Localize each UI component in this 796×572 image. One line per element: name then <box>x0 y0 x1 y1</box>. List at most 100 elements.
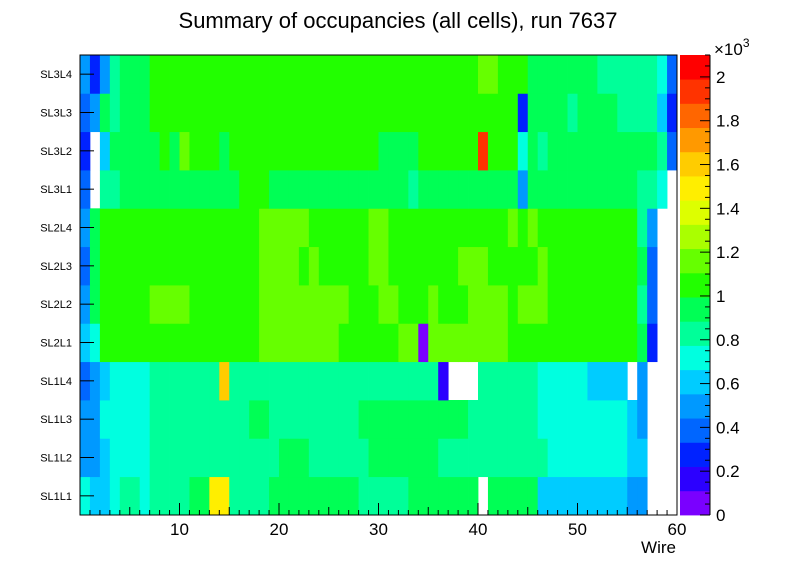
heatmap-cell <box>99 438 111 478</box>
heatmap-cell <box>428 131 439 171</box>
heatmap-cell <box>517 55 529 94</box>
palette-swatch <box>680 442 710 467</box>
heatmap-cell <box>577 246 588 286</box>
heatmap-cell <box>597 55 608 94</box>
heatmap-cell <box>129 476 141 516</box>
heatmap-cell <box>129 438 141 478</box>
heatmap-cell <box>189 55 200 94</box>
heatmap-cell <box>318 55 330 94</box>
heatmap-cell <box>368 170 379 209</box>
heatmap-cell <box>398 246 409 286</box>
palette-swatch <box>680 224 710 250</box>
heatmap-cell <box>348 476 359 516</box>
heatmap-cell <box>179 170 190 209</box>
heatmap-cell <box>497 55 509 94</box>
heatmap-cell <box>617 400 628 439</box>
heatmap-cell <box>189 323 200 363</box>
heatmap-cell <box>497 285 509 324</box>
heatmap-cell <box>129 361 141 401</box>
heatmap-cell <box>487 55 499 94</box>
heatmap-cell <box>199 246 210 286</box>
heatmap-cell <box>637 476 648 516</box>
heatmap-cell <box>468 131 479 171</box>
heatmap-cell <box>567 55 578 94</box>
heatmap-cell <box>448 170 459 209</box>
heatmap-cell <box>189 285 200 324</box>
heatmap-cell <box>438 476 449 516</box>
heatmap-cell <box>497 246 509 286</box>
heatmap-cell <box>229 208 240 248</box>
heatmap-cell <box>637 400 648 439</box>
heatmap-cell <box>279 323 290 363</box>
heatmap-cell <box>577 361 588 401</box>
heatmap-cell <box>627 170 638 209</box>
heatmap-cell <box>537 131 549 171</box>
heatmap-cell <box>318 93 330 133</box>
palette-swatch <box>680 321 710 346</box>
heatmap-cell <box>269 438 280 478</box>
heatmap-cell <box>497 170 509 209</box>
heatmap-cell <box>517 170 529 209</box>
heatmap-cell <box>169 400 180 439</box>
heatmap-cell <box>487 476 499 516</box>
heatmap-cell <box>249 323 260 363</box>
heatmap-cell <box>627 323 638 363</box>
y-tick-label: SL2L3 <box>40 261 72 273</box>
heatmap-cell <box>109 246 121 286</box>
heatmap-cell <box>119 323 131 363</box>
heatmap-cell <box>547 361 558 401</box>
heatmap-cell <box>507 323 519 363</box>
heatmap-cell <box>149 55 160 94</box>
heatmap-cell <box>637 285 648 324</box>
heatmap-cell <box>189 438 200 478</box>
heatmap-cell <box>179 323 190 363</box>
heatmap-cell <box>239 285 250 324</box>
heatmap-cell <box>487 438 499 478</box>
heatmap-cell <box>527 170 539 209</box>
heatmap-cell <box>318 476 330 516</box>
heatmap-cell <box>567 438 578 478</box>
heatmap-cell <box>378 438 389 478</box>
heatmap-cell <box>169 361 180 401</box>
heatmap-cell <box>607 400 618 439</box>
heatmap-cell <box>557 285 568 324</box>
heatmap-cell <box>358 400 369 439</box>
heatmap-cell <box>448 246 459 286</box>
heatmap-cell <box>547 400 558 439</box>
heatmap-cell <box>159 323 170 363</box>
heatmap-cell <box>109 438 121 478</box>
palette-swatch <box>680 345 710 371</box>
heatmap-cell <box>468 323 479 363</box>
heatmap-cell <box>229 285 240 324</box>
heatmap-cell <box>587 55 598 94</box>
heatmap-cell <box>497 93 509 133</box>
heatmap-cell <box>587 93 598 133</box>
heatmap-cell <box>398 438 409 478</box>
heatmap-cell <box>139 438 151 478</box>
heatmap-cell <box>587 131 598 171</box>
heatmap-cell <box>547 285 558 324</box>
heatmap-cell <box>398 476 409 516</box>
palette-tick-label: 1.8 <box>716 112 740 131</box>
heatmap-cell <box>478 93 489 133</box>
palette-swatch <box>680 248 710 274</box>
heatmap-cell <box>478 246 489 286</box>
heatmap-cell <box>408 93 419 133</box>
heatmap-cell <box>537 438 549 478</box>
heatmap-cell <box>418 323 429 363</box>
heatmap-cell <box>557 323 568 363</box>
heatmap-cell <box>388 400 399 439</box>
heatmap-cell <box>159 361 170 401</box>
heatmap-cell <box>517 93 529 133</box>
heatmap-cell <box>368 55 379 94</box>
heatmap-cell <box>249 93 260 133</box>
heatmap-cell <box>478 285 489 324</box>
heatmap-cell <box>507 170 519 209</box>
heatmap-cell <box>577 438 588 478</box>
heatmap-cell <box>189 246 200 286</box>
heatmap-cell <box>219 93 230 133</box>
heatmap-cell <box>338 55 350 94</box>
heatmap-cell <box>149 361 160 401</box>
heatmap-cell <box>199 55 210 94</box>
heatmap-cell <box>657 93 668 133</box>
